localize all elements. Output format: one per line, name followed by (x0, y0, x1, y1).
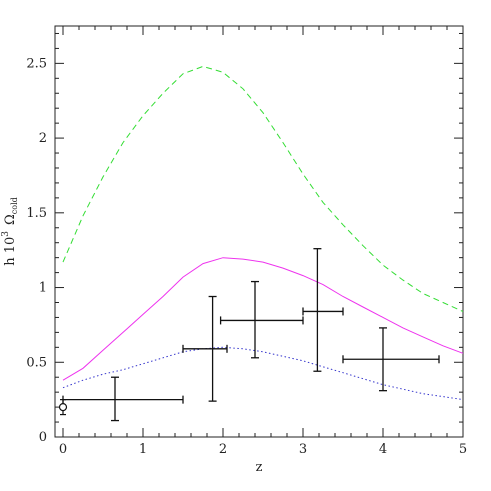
x-tick-label: 1 (139, 442, 147, 457)
y-axis-label-superscript: 3 (1, 231, 11, 237)
x-axis-label: z (256, 460, 263, 475)
y-axis-label-symbol: Ω (3, 214, 18, 225)
data-points-layer (58, 248, 440, 422)
y-tick-label: 1.5 (26, 206, 47, 221)
error-bar-point (182, 295, 228, 402)
y-tick-label: 1 (39, 281, 47, 296)
error-bar-point (342, 327, 440, 392)
y-tick-label: 0 (39, 430, 47, 445)
y-tick-label: 0.5 (26, 355, 47, 370)
y-axis-label: h 103 Ωcold (1, 197, 19, 266)
x-tick-label: 0 (59, 442, 67, 457)
error-bar-point (302, 248, 344, 372)
series-layer (62, 65, 464, 401)
series-line-solid (62, 257, 464, 381)
x-tick-label: 5 (459, 442, 467, 457)
x-tick-label: 3 (299, 442, 307, 457)
series-line-dotted (62, 346, 464, 401)
open-point-marker (58, 403, 68, 412)
series-line-dashed (62, 65, 464, 312)
y-axis-label-subscript: cold (10, 197, 19, 214)
ticks-layer: 0 1 2 3 4 5 0 0.5 1 1.5 2 2.5 (26, 26, 467, 457)
error-bar-point (111, 376, 119, 422)
plot-frame (54, 25, 464, 438)
plot-border (54, 25, 464, 438)
x-tick-label: 4 (379, 442, 387, 457)
error-bar-point (219, 280, 304, 359)
y-tick-label: 2 (39, 131, 47, 146)
open-circle-point (58, 399, 68, 416)
error-bar-point (62, 395, 184, 404)
x-tick-label: 2 (219, 442, 227, 457)
y-tick-label: 2.5 (26, 56, 47, 71)
y-axis-label-main: h 10 (3, 237, 18, 266)
